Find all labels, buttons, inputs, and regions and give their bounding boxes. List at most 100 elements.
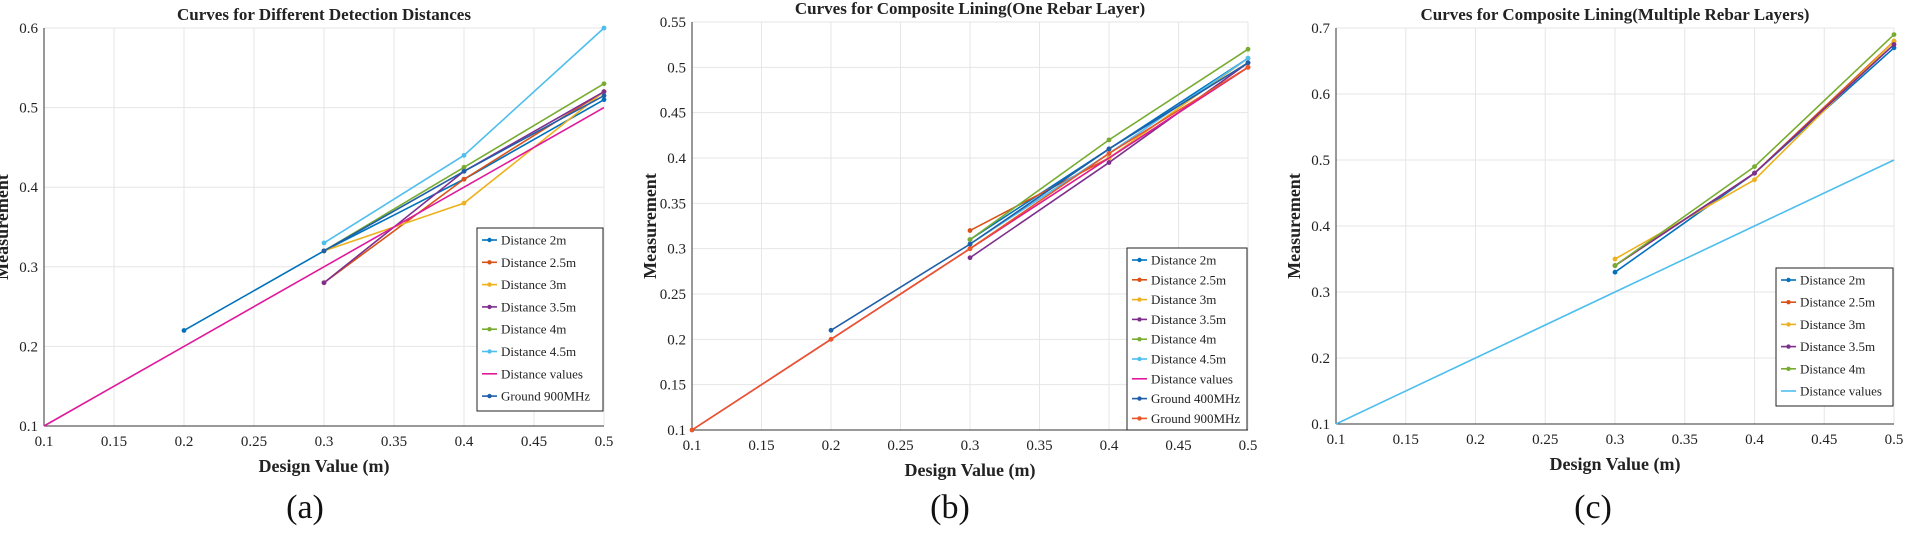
y-tick-label: 0.2	[19, 339, 38, 355]
y-tick-label: 0.45	[660, 106, 686, 122]
legend-box	[476, 227, 604, 412]
legend-marker	[1786, 366, 1791, 371]
y-tick-label: 0.55	[660, 15, 686, 31]
chart-panel-1: 0.1 0.15 0.2 0.25 0.3 0.35 0.4 0.45 0.5 0.1 0.2 0.3…	[0, 5, 613, 526]
y-tick-label: 0.5	[1311, 153, 1330, 169]
x-tick-label: 0.25	[1532, 432, 1558, 448]
legend-entry: Distance 3m	[1151, 292, 1216, 307]
data-point	[1612, 256, 1618, 262]
data-point	[967, 246, 973, 252]
y-tick-label: 0.5	[19, 101, 38, 117]
data-point	[1891, 38, 1897, 44]
data-point	[1891, 32, 1897, 37]
legend-entry: Distance 4.5m	[1151, 352, 1226, 367]
data-point	[967, 241, 973, 247]
y-tick-label: 0.4	[1311, 219, 1330, 235]
x-tick-label: 0.1	[1327, 432, 1346, 448]
data-point	[461, 164, 467, 170]
series-line	[1335, 159, 1895, 425]
legend-marker	[487, 304, 492, 310]
data-point	[321, 280, 327, 286]
chart-title: Curves for Composite Lining(Multiple Reb…	[1421, 5, 1810, 24]
y-tick-label: 0.15	[660, 378, 686, 394]
legend-entry: Distance 4m	[1151, 332, 1216, 347]
series-line	[43, 106, 605, 427]
y-tick-label: 0.3	[19, 260, 38, 276]
data-point	[828, 336, 834, 342]
data-point	[967, 237, 973, 243]
x-tick-label: 0.5	[1239, 438, 1258, 454]
legend-entry: Distance 3m	[501, 277, 566, 292]
data-point	[601, 93, 607, 99]
y-tick-label: 0.2	[667, 332, 686, 348]
panel-label: (b)	[930, 489, 970, 526]
y-axis-label: Measurement	[1284, 173, 1304, 279]
legend-entry: Ground 400MHz	[1151, 391, 1240, 406]
legend-marker	[487, 260, 492, 265]
data-point	[1245, 64, 1251, 70]
legend-entry: Distance 2.5m	[501, 255, 576, 270]
legend: Distance 2m Distance 2.5m Distance 3m Dista…	[1775, 267, 1894, 407]
legend-marker	[1137, 356, 1142, 362]
x-tick-label: 0.15	[1393, 432, 1419, 448]
legend-marker	[487, 349, 492, 354]
panel-label: (c)	[1574, 489, 1612, 526]
y-tick-label: 0.4	[19, 180, 38, 196]
data-point	[601, 97, 607, 103]
data-point	[1245, 55, 1251, 61]
data-point	[461, 200, 467, 206]
legend-entry: Distance 3.5m	[1800, 339, 1875, 354]
legend-entry: Distance 2.5m	[1800, 295, 1875, 310]
x-axis-label: Design Value (m)	[258, 456, 389, 477]
legend: Distance 2m Distance 2.5m Distance 3m Dista…	[476, 227, 604, 412]
legend-marker	[1786, 277, 1791, 283]
x-tick-label: 0.2	[1466, 432, 1485, 448]
y-tick-label: 0.1	[1311, 417, 1330, 433]
data-point	[1612, 269, 1618, 275]
panel-label: (a)	[286, 489, 324, 526]
data-point	[1752, 170, 1757, 176]
data-point	[967, 255, 973, 261]
data-point	[1612, 263, 1618, 268]
x-tick-label: 0.2	[175, 434, 194, 450]
y-axis-label: Measurement	[640, 173, 660, 279]
legend-marker	[1137, 416, 1142, 421]
legend-marker	[487, 393, 492, 399]
y-tick-label: 0.3	[667, 242, 686, 258]
x-tick-label: 0.2	[822, 438, 841, 454]
data-point	[321, 248, 327, 254]
x-tick-label: 0.45	[1165, 438, 1191, 454]
legend-marker	[1137, 396, 1142, 401]
legend-entry: Distance 4.5m	[501, 344, 576, 359]
legend-entry: Distance 4m	[501, 322, 566, 337]
y-tick-label: 0.1	[19, 419, 38, 435]
x-tick-label: 0.15	[101, 434, 127, 450]
x-tick-label: 0.15	[748, 438, 774, 454]
legend-marker	[1786, 300, 1791, 305]
y-tick-label: 0.3	[1311, 285, 1330, 301]
x-tick-label: 0.4	[1745, 432, 1764, 448]
data-point	[1245, 60, 1251, 66]
x-tick-label: 0.3	[961, 438, 980, 454]
chart-title: Curves for Different Detection Distances	[177, 5, 471, 24]
data-point	[461, 176, 467, 182]
chart-panel-3: 0.1 0.15 0.2 0.25 0.3 0.35 0.4 0.45 0.5 0.1 0.2 0.3…	[1284, 5, 1903, 526]
x-tick-label: 0.5	[595, 434, 614, 450]
data-point	[1752, 177, 1757, 183]
legend-entry: Distance values	[1800, 384, 1882, 399]
y-tick-label: 0.1	[667, 423, 686, 439]
x-tick-label: 0.45	[1811, 432, 1837, 448]
chart-title: Curves for Composite Lining(One Rebar La…	[795, 0, 1145, 18]
data-point	[828, 327, 834, 333]
legend-entry: Distance 3.5m	[501, 299, 576, 314]
x-axis-label: Design Value (m)	[1549, 454, 1680, 475]
legend-entry: Distance 2m	[1151, 253, 1216, 268]
data-point	[601, 81, 607, 87]
legend-marker	[487, 282, 492, 287]
data-point	[461, 168, 467, 174]
y-axis-label: Measurement	[0, 174, 12, 280]
x-axis-label: Design Value (m)	[904, 460, 1035, 481]
series-line	[183, 98, 605, 332]
legend-marker	[1137, 337, 1142, 342]
